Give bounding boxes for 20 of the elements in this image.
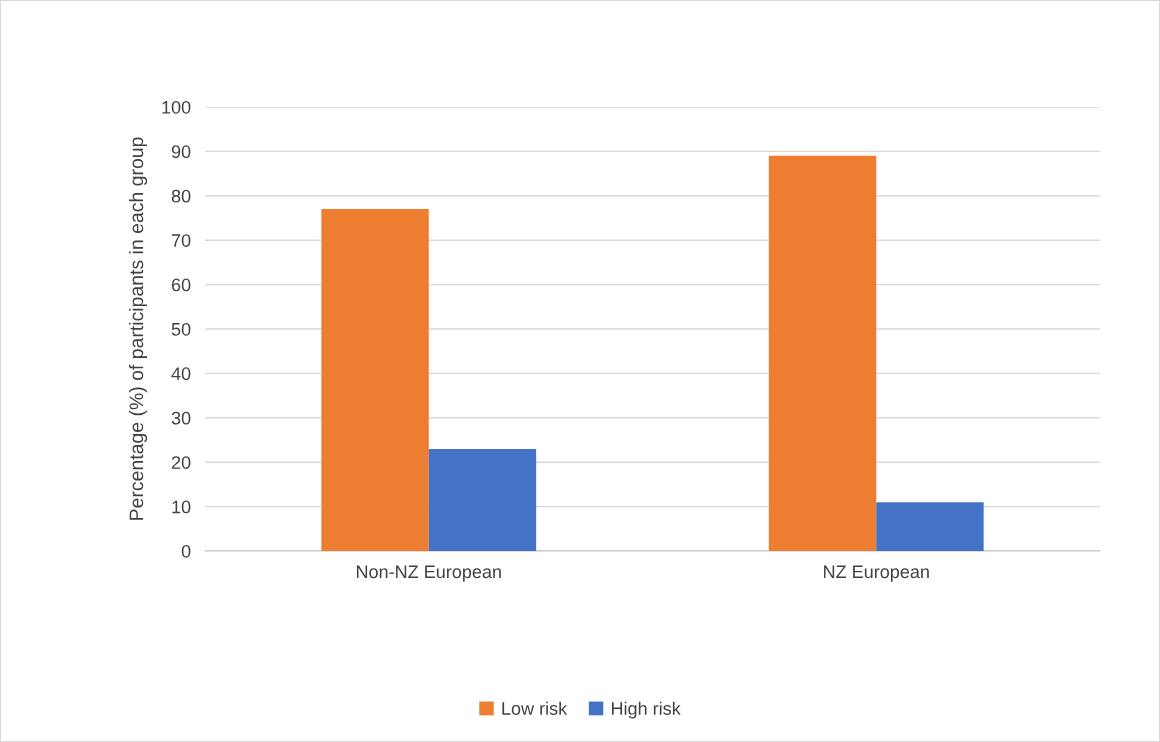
bar	[876, 502, 984, 551]
x-tick-label: Non-NZ European	[356, 565, 501, 582]
y-axis-title: Percentage (%) of participants in each group	[128, 137, 148, 520]
y-tick-label: 100	[162, 100, 191, 114]
y-tick-label: 70	[171, 234, 191, 247]
bar	[428, 448, 537, 551]
y-tick-label: 20	[171, 456, 191, 469]
y-tick-label: 40	[171, 367, 191, 381]
bar	[768, 155, 877, 551]
y-tick-label: 0	[181, 544, 191, 558]
y-tick-label: 80	[171, 189, 191, 203]
x-tick-label: NZ European	[824, 565, 929, 582]
y-tick-label: 90	[171, 145, 191, 159]
y-tick-label: 50	[171, 322, 191, 336]
legend-label: Low risk	[502, 701, 568, 715]
bar	[321, 209, 429, 551]
y-tick-label: 30	[171, 411, 191, 425]
legend-label: High risk	[611, 701, 681, 719]
y-tick-label: 60	[171, 278, 191, 292]
y-tick-label: 10	[172, 500, 191, 514]
